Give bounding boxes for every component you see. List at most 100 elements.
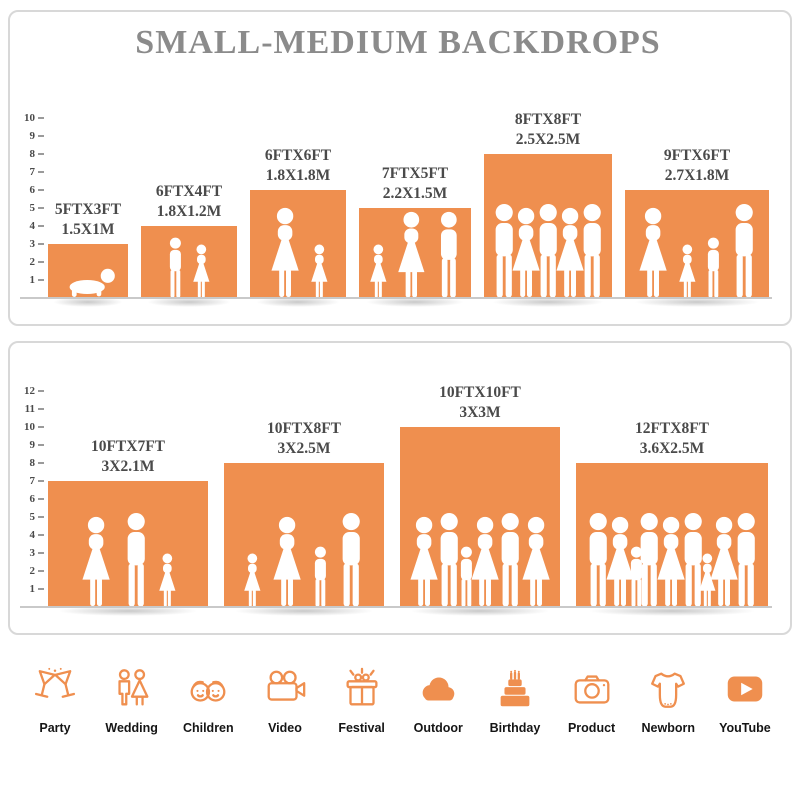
man-silhouette-icon: [440, 512, 458, 607]
category-row: Party Wedding Children Video Festival Ou…: [8, 650, 792, 735]
y-tick-mark: [38, 153, 44, 155]
size-metric-label: 3.6X2.5M: [639, 439, 705, 457]
silhouette-group: [625, 203, 769, 298]
floor-shadow: [633, 297, 761, 307]
y-tick: 3: [29, 237, 44, 251]
y-tick-label: 5: [29, 511, 36, 523]
y-tick-mark: [38, 588, 44, 590]
silhouette-group: [250, 207, 346, 298]
y-tick: 5: [29, 510, 44, 524]
silhouette-group: [576, 512, 768, 607]
category-label: Newborn: [641, 721, 695, 735]
size-metric-label: 3X2.5M: [277, 439, 331, 457]
backdrop-bar: 8FTX8FT 2.5X2.5M: [484, 110, 612, 307]
silhouette-group: [224, 512, 384, 607]
backdrop-size-label: 10FTX7FT 3X2.1M: [91, 437, 165, 476]
backdrop-bar: 6FTX4FT 1.8X1.2M: [141, 182, 237, 307]
y-tick-mark: [38, 480, 44, 482]
y-tick-label: 12: [24, 385, 35, 397]
size-ft-label: 7FTX5FT: [381, 165, 449, 183]
backdrop-rect: [359, 208, 471, 298]
silhouette-group: [48, 267, 128, 298]
size-ft-label: 6FTX6FT: [264, 147, 332, 165]
woman-silhouette-icon: [410, 517, 438, 607]
y-tick: 2: [30, 564, 44, 578]
y-tick-mark: [38, 426, 44, 428]
y-tick: 11: [25, 402, 44, 416]
woman-silhouette-icon: [710, 517, 738, 607]
y-tick-mark: [38, 225, 44, 227]
y-tick-mark: [38, 189, 44, 191]
category-label: Children: [182, 721, 234, 735]
size-metric-label: 2.5X2.5M: [515, 130, 581, 148]
children-icon: [190, 680, 226, 702]
backdrop-rect: [48, 244, 128, 298]
boy-silhouette-icon: [707, 237, 719, 298]
floor-shadow: [57, 606, 199, 616]
y-tick: 4: [30, 219, 44, 233]
panel-small-backdrops: SMALL-MEDIUM BACKDROPS 1 2 3 4 5 6 7 8 9 10 5FTX3…: [8, 10, 792, 326]
y-tick-label: 11: [24, 403, 35, 415]
y-tick: 10: [24, 111, 44, 125]
boy-silhouette-icon: [170, 237, 182, 298]
video-icon: [267, 670, 306, 701]
backdrop-size-label: 10FTX10FT 3X3M: [439, 383, 521, 422]
chart-mount-bottom: 1 2 3 4 5 6 7 8 9 10 11 12 10FTX7FT 3X2.1M 10FTX8FT…: [18, 353, 778, 616]
man-silhouette-icon: [342, 512, 360, 607]
y-tick-label: 9: [29, 130, 36, 142]
y-tick: 7: [30, 165, 44, 179]
category-birthday: Birthday: [480, 666, 550, 735]
y-tick-mark: [38, 171, 44, 173]
backdrop-size-label: 12FTX8FT 3.6X2.5M: [635, 419, 709, 458]
man-silhouette-icon: [502, 512, 520, 607]
backdrop-bar: 10FTX7FT 3X2.1M: [48, 437, 208, 616]
size-metric-label: 1.8X1.8M: [265, 166, 331, 184]
y-tick: 1: [30, 273, 44, 287]
y-tick-label: 6: [29, 184, 36, 196]
category-label: Product: [567, 721, 616, 735]
y-tick-mark: [38, 570, 44, 572]
backdrop-size-label: 8FTX8FT 2.5X2.5M: [515, 110, 581, 149]
y-tick-mark: [38, 117, 44, 119]
backdrop-size-label: 6FTX4FT 1.8X1.2M: [156, 182, 222, 221]
woman-silhouette-icon: [398, 211, 425, 298]
backdrop-rect: [48, 481, 208, 607]
backdrop-size-label: 9FTX6FT 2.7X1.8M: [664, 146, 730, 185]
y-tick: 9: [30, 438, 44, 452]
backdrop-bar: 7FTX5FT 2.2X1.5M: [359, 164, 471, 307]
backdrop-rect: [576, 463, 768, 607]
size-ft-label: 10FTX7FT: [90, 438, 166, 456]
y-tick-mark: [38, 534, 44, 536]
y-tick-label: 3: [29, 238, 36, 250]
girl-silhouette-icon: [244, 553, 261, 607]
category-label: Birthday: [489, 721, 541, 735]
backdrop-bar: 5FTX3FT 1.5X1M: [48, 200, 128, 307]
outdoor-icon: [422, 677, 455, 701]
chart-mount-top: 1 2 3 4 5 6 7 8 9 10 5FTX3FT 1.5X1M 6FTX4FT 1.8X1…: [18, 66, 778, 307]
y-tick: 9: [29, 129, 44, 143]
woman-silhouette-icon: [271, 208, 299, 298]
girl-silhouette-icon: [159, 553, 176, 607]
product-icon: [574, 675, 610, 704]
y-tick-label: 4: [29, 529, 36, 541]
size-ft-label: 6FTX4FT: [155, 183, 223, 201]
floor-shadow: [146, 297, 232, 307]
baby-silhouette-icon: [69, 269, 115, 298]
y-tick-label: 7: [29, 475, 36, 487]
baseline: [20, 606, 772, 608]
y-tick: 8: [30, 456, 44, 470]
size-ft-label: 9FTX6FT: [663, 147, 731, 165]
man-silhouette-icon: [583, 203, 601, 298]
category-video: Video: [250, 666, 320, 735]
category-newborn: Newborn: [633, 666, 703, 735]
size-metric-label: 3X3M: [459, 403, 501, 421]
man-silhouette-icon: [440, 211, 457, 298]
silhouette-group: [141, 237, 237, 298]
woman-silhouette-icon: [82, 517, 111, 607]
silhouette-group: [359, 211, 471, 298]
backdrop-bar: 12FTX8FT 3.6X2.5M: [576, 419, 768, 616]
y-tick-label: 1: [29, 583, 36, 595]
girl-silhouette-icon: [310, 244, 328, 298]
y-tick-mark: [38, 516, 44, 518]
backdrop-rect: [224, 463, 384, 607]
